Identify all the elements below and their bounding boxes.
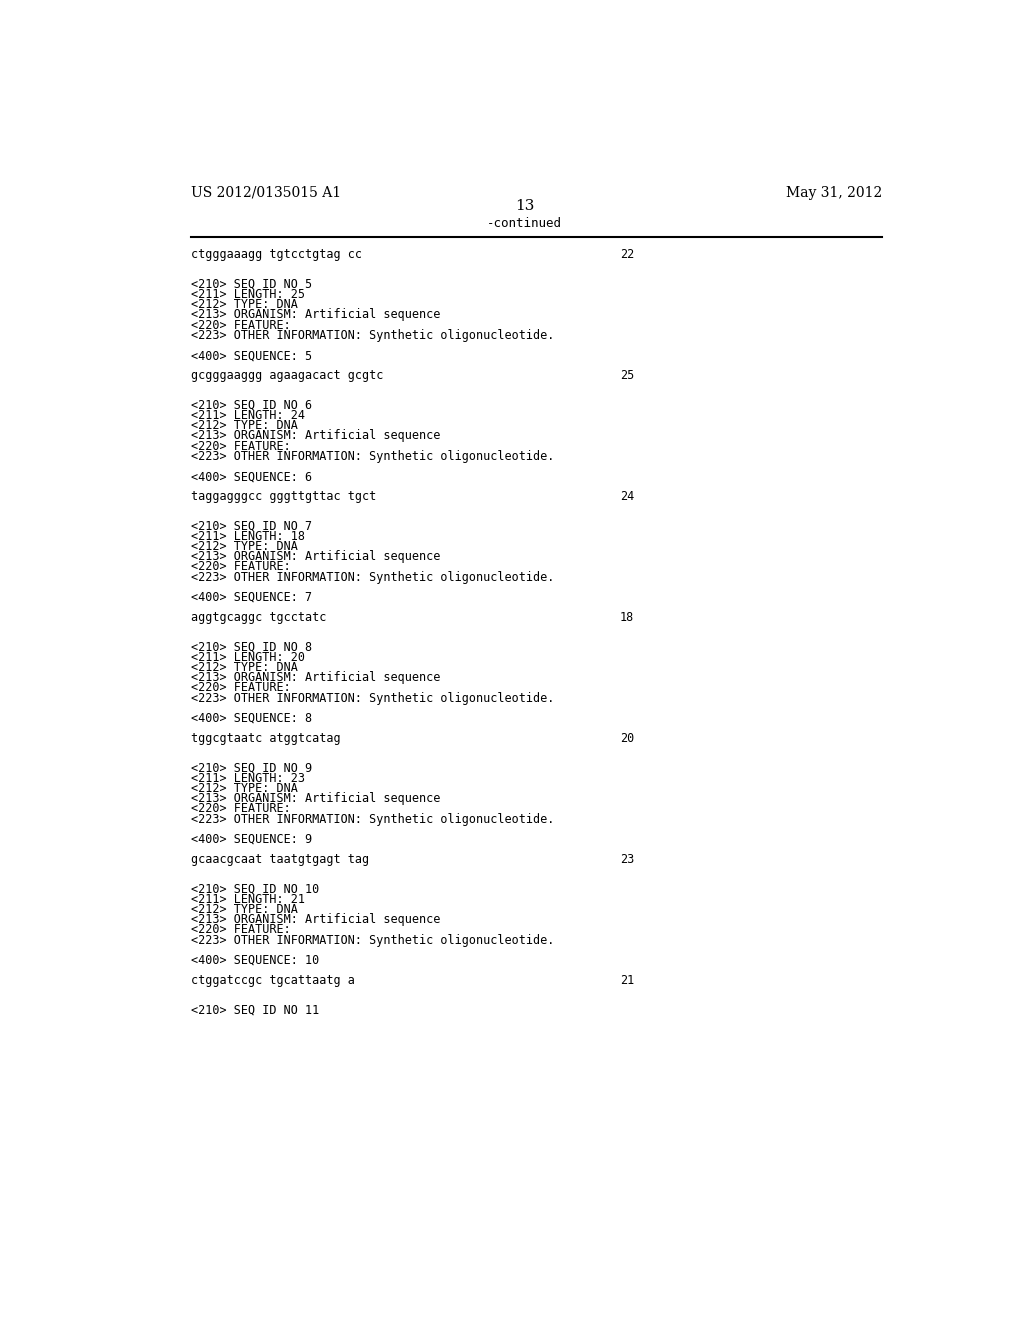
Text: <212> TYPE: DNA: <212> TYPE: DNA (191, 540, 298, 553)
Text: gcgggaaggg agaagacact gcgtc: gcgggaaggg agaagacact gcgtc (191, 370, 384, 383)
Text: <220> FEATURE:: <220> FEATURE: (191, 318, 291, 331)
Text: <400> SEQUENCE: 10: <400> SEQUENCE: 10 (191, 954, 319, 966)
Text: taggagggcc gggttgttac tgct: taggagggcc gggttgttac tgct (191, 490, 377, 503)
Text: 13: 13 (515, 199, 535, 213)
Text: <220> FEATURE:: <220> FEATURE: (191, 440, 291, 453)
Text: <220> FEATURE:: <220> FEATURE: (191, 681, 291, 694)
Text: <223> OTHER INFORMATION: Synthetic oligonucleotide.: <223> OTHER INFORMATION: Synthetic oligo… (191, 570, 555, 583)
Text: gcaacgcaat taatgtgagt tag: gcaacgcaat taatgtgagt tag (191, 853, 370, 866)
Text: <212> TYPE: DNA: <212> TYPE: DNA (191, 661, 298, 675)
Text: <213> ORGANISM: Artificial sequence: <213> ORGANISM: Artificial sequence (191, 672, 441, 684)
Text: <220> FEATURE:: <220> FEATURE: (191, 803, 291, 816)
Text: <211> LENGTH: 25: <211> LENGTH: 25 (191, 288, 305, 301)
Text: <220> FEATURE:: <220> FEATURE: (191, 561, 291, 573)
Text: May 31, 2012: May 31, 2012 (785, 186, 882, 199)
Text: <213> ORGANISM: Artificial sequence: <213> ORGANISM: Artificial sequence (191, 913, 441, 927)
Text: <213> ORGANISM: Artificial sequence: <213> ORGANISM: Artificial sequence (191, 792, 441, 805)
Text: <210> SEQ ID NO 11: <210> SEQ ID NO 11 (191, 1003, 319, 1016)
Text: 25: 25 (620, 370, 634, 383)
Text: 18: 18 (620, 611, 634, 624)
Text: <223> OTHER INFORMATION: Synthetic oligonucleotide.: <223> OTHER INFORMATION: Synthetic oligo… (191, 329, 555, 342)
Text: US 2012/0135015 A1: US 2012/0135015 A1 (191, 186, 342, 199)
Text: ctggatccgc tgcattaatg a: ctggatccgc tgcattaatg a (191, 974, 355, 987)
Text: <223> OTHER INFORMATION: Synthetic oligonucleotide.: <223> OTHER INFORMATION: Synthetic oligo… (191, 813, 555, 825)
Text: <211> LENGTH: 18: <211> LENGTH: 18 (191, 531, 305, 543)
Text: <400> SEQUENCE: 7: <400> SEQUENCE: 7 (191, 591, 312, 605)
Text: <223> OTHER INFORMATION: Synthetic oligonucleotide.: <223> OTHER INFORMATION: Synthetic oligo… (191, 933, 555, 946)
Text: aggtgcaggc tgcctatc: aggtgcaggc tgcctatc (191, 611, 327, 624)
Text: <223> OTHER INFORMATION: Synthetic oligonucleotide.: <223> OTHER INFORMATION: Synthetic oligo… (191, 450, 555, 463)
Text: 20: 20 (620, 733, 634, 746)
Text: <212> TYPE: DNA: <212> TYPE: DNA (191, 298, 298, 312)
Text: <213> ORGANISM: Artificial sequence: <213> ORGANISM: Artificial sequence (191, 550, 441, 564)
Text: <211> LENGTH: 20: <211> LENGTH: 20 (191, 651, 305, 664)
Text: ctgggaaagg tgtcctgtag cc: ctgggaaagg tgtcctgtag cc (191, 248, 362, 261)
Text: tggcgtaatc atggtcatag: tggcgtaatc atggtcatag (191, 733, 341, 746)
Text: <211> LENGTH: 23: <211> LENGTH: 23 (191, 772, 305, 785)
Text: <220> FEATURE:: <220> FEATURE: (191, 924, 291, 936)
Text: <400> SEQUENCE: 6: <400> SEQUENCE: 6 (191, 470, 312, 483)
Text: 23: 23 (620, 853, 634, 866)
Text: <400> SEQUENCE: 5: <400> SEQUENCE: 5 (191, 348, 312, 362)
Text: <210> SEQ ID NO 5: <210> SEQ ID NO 5 (191, 279, 312, 290)
Text: 21: 21 (620, 974, 634, 987)
Text: <210> SEQ ID NO 7: <210> SEQ ID NO 7 (191, 520, 312, 533)
Text: <210> SEQ ID NO 6: <210> SEQ ID NO 6 (191, 399, 312, 412)
Text: <210> SEQ ID NO 10: <210> SEQ ID NO 10 (191, 883, 319, 896)
Text: -continued: -continued (487, 216, 562, 230)
Text: <211> LENGTH: 24: <211> LENGTH: 24 (191, 409, 305, 422)
Text: <223> OTHER INFORMATION: Synthetic oligonucleotide.: <223> OTHER INFORMATION: Synthetic oligo… (191, 692, 555, 705)
Text: <212> TYPE: DNA: <212> TYPE: DNA (191, 903, 298, 916)
Text: <212> TYPE: DNA: <212> TYPE: DNA (191, 781, 298, 795)
Text: 22: 22 (620, 248, 634, 261)
Text: <400> SEQUENCE: 9: <400> SEQUENCE: 9 (191, 833, 312, 846)
Text: <213> ORGANISM: Artificial sequence: <213> ORGANISM: Artificial sequence (191, 429, 441, 442)
Text: <211> LENGTH: 21: <211> LENGTH: 21 (191, 892, 305, 906)
Text: <213> ORGANISM: Artificial sequence: <213> ORGANISM: Artificial sequence (191, 309, 441, 322)
Text: <212> TYPE: DNA: <212> TYPE: DNA (191, 420, 298, 432)
Text: <400> SEQUENCE: 8: <400> SEQUENCE: 8 (191, 711, 312, 725)
Text: <210> SEQ ID NO 8: <210> SEQ ID NO 8 (191, 640, 312, 653)
Text: 24: 24 (620, 490, 634, 503)
Text: <210> SEQ ID NO 9: <210> SEQ ID NO 9 (191, 762, 312, 775)
